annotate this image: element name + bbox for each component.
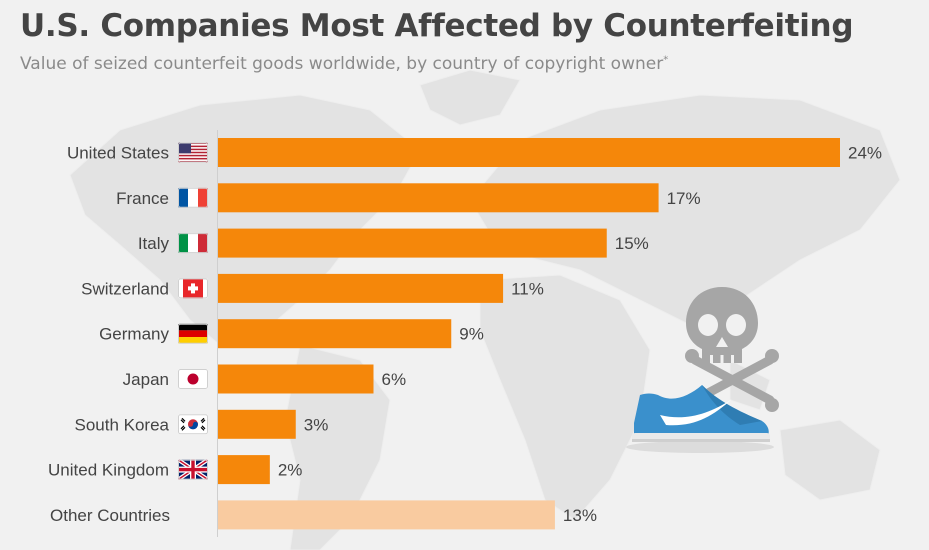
- switzerland-flag-icon: [178, 278, 208, 299]
- bar-germany: [218, 319, 452, 349]
- bar-united-states: [218, 138, 840, 167]
- value-label: 2%: [278, 461, 303, 480]
- bar-south-korea: [218, 409, 296, 439]
- category-label: Germany: [99, 325, 169, 344]
- category-label: South Korea: [74, 415, 169, 434]
- category-label: Japan: [123, 370, 169, 389]
- south-korea-flag-icon: [178, 414, 208, 435]
- bar-japan: [218, 364, 374, 394]
- subtitle-footnote-mark: *: [663, 54, 669, 66]
- italy-flag-icon: [178, 233, 208, 254]
- value-label: 17%: [667, 189, 701, 208]
- france-flag-icon: [178, 187, 208, 208]
- category-label: Other Countries: [50, 506, 170, 525]
- sneaker-icon: [626, 385, 774, 453]
- subtitle-text: Value of seized counterfeit goods worldw…: [20, 54, 664, 74]
- bar-italy: [218, 228, 607, 258]
- japan-flag-icon: [178, 369, 208, 389]
- category-label: Italy: [138, 234, 170, 253]
- uk-flag-icon: [178, 459, 208, 480]
- category-label: Switzerland: [81, 279, 169, 298]
- value-label: 24%: [848, 144, 882, 163]
- chart-title: U.S. Companies Most Affected by Counterf…: [20, 8, 854, 44]
- chart-subtitle: Value of seized counterfeit goods worldw…: [20, 54, 668, 74]
- category-label: France: [116, 189, 169, 208]
- us-flag-icon: [178, 142, 208, 163]
- counterfeit-illustration: [626, 287, 779, 453]
- value-label: 15%: [615, 234, 649, 253]
- category-label: United States: [67, 144, 169, 163]
- value-label: 3%: [304, 415, 329, 434]
- value-label: 13%: [563, 506, 597, 525]
- bar-switzerland: [218, 273, 504, 303]
- bar-france: [218, 183, 659, 213]
- value-label: 6%: [382, 370, 407, 389]
- category-label: United Kingdom: [48, 461, 169, 480]
- value-label: 11%: [511, 279, 544, 298]
- bar-united-kingdom: [218, 455, 270, 485]
- germany-flag-icon: [178, 323, 208, 344]
- value-label: 9%: [459, 325, 484, 344]
- bar-other-countries: [218, 500, 555, 530]
